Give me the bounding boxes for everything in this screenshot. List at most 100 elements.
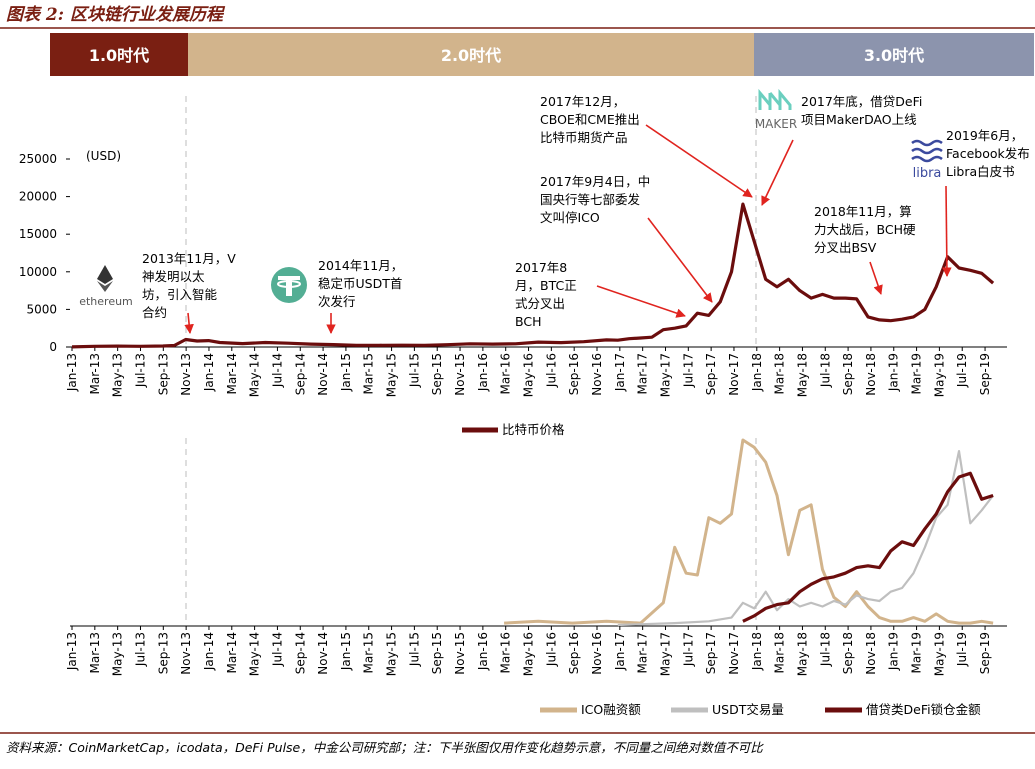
ico-funding-line <box>504 438 994 625</box>
x-tick-label: Jul-17 <box>681 353 695 388</box>
x-tick-label: Jan-16 <box>476 632 490 671</box>
x-tick-label: Mar-16 <box>499 632 513 673</box>
y-tick-label: 15000 <box>19 227 57 241</box>
arrow-bsv <box>869 261 883 295</box>
x-tick-label: Nov-18 <box>864 632 878 675</box>
era-1-label: 1.0时代 <box>89 46 149 65</box>
x-tick-label: May-14 <box>248 632 262 676</box>
x-tick-label: Sep-16 <box>567 632 581 674</box>
x-tick-label: Jan-17 <box>613 632 627 671</box>
top-legend: 比特币价格 <box>462 422 565 437</box>
x-tick-label: Jul-14 <box>270 353 284 388</box>
x-tick-label: Jan-14 <box>202 632 216 671</box>
libra-logo-text: libra <box>913 166 942 181</box>
x-tick-label: Jul-16 <box>544 632 558 667</box>
x-tick-label: Jul-19 <box>955 353 969 388</box>
x-tick-label: Sep-15 <box>430 632 444 674</box>
x-tick-label: Jan-18 <box>750 353 764 392</box>
x-tick-label: Jan-14 <box>202 353 216 392</box>
arrow-ethereum <box>184 312 194 334</box>
x-tick-label: Jul-17 <box>681 632 695 667</box>
x-tick-label: Sep-16 <box>567 353 581 395</box>
x-tick-label: Nov-15 <box>453 632 467 675</box>
x-tick-label: Mar-19 <box>910 353 924 394</box>
x-tick-label: Jan-18 <box>750 632 764 671</box>
x-tick-label: Jan-19 <box>887 353 901 392</box>
era-3-block <box>754 33 1034 76</box>
defi-locked-line <box>742 471 994 623</box>
tether-logo <box>271 267 307 303</box>
x-tick-label: May-19 <box>932 353 946 397</box>
btc-price-line <box>71 202 995 349</box>
x-tick-label: May-17 <box>658 353 672 397</box>
x-tick-label: Mar-17 <box>636 632 650 673</box>
legend-btc-label: 比特币价格 <box>502 422 565 437</box>
x-tick-label: Jan-13 <box>65 353 79 392</box>
annotation-makerdao: 2017年底，借贷DeFi 项目MakerDAO上线 <box>801 94 922 127</box>
x-tick-label: May-13 <box>111 632 125 676</box>
arrow-makerdao <box>761 139 794 206</box>
usdt-volume-line <box>617 450 994 627</box>
x-tick-label: Nov-15 <box>453 353 467 396</box>
x-tick-label: Sep-19 <box>978 632 992 674</box>
era-3-label: 3.0时代 <box>864 46 924 65</box>
x-tick-label: May-13 <box>111 353 125 397</box>
era-1-block <box>50 33 188 76</box>
x-tick-label: Mar-15 <box>362 353 376 394</box>
x-tick-label: Jul-19 <box>955 632 969 667</box>
x-tick-label: May-18 <box>795 632 809 676</box>
ethereum-logo: ethereum <box>79 265 133 308</box>
x-tick-label: Jul-18 <box>818 353 832 388</box>
y-tick-label: 25000 <box>19 152 57 166</box>
x-tick-label: Jul-14 <box>270 632 284 667</box>
x-tick-label: Jan-17 <box>613 353 627 392</box>
x-tick-label: Mar-17 <box>636 353 650 394</box>
x-tick-label: Sep-14 <box>293 632 307 674</box>
x-tick-label: Nov-13 <box>179 632 193 675</box>
x-tick-label: May-16 <box>522 632 536 676</box>
arrow-ico-ban <box>647 217 713 303</box>
x-tick-label: May-15 <box>385 632 399 676</box>
x-tick-label: Jan-19 <box>887 632 901 671</box>
x-tick-label: May-14 <box>248 353 262 397</box>
price-chart: (USD) 0 5000 10000 15000 20000 25000 Jan-13 Ma… <box>19 149 1007 397</box>
x-tick-label: Jul-13 <box>133 632 147 667</box>
x-tick-label: Nov-14 <box>316 353 330 396</box>
x-tick-label: Jul-15 <box>407 353 421 388</box>
maker-logo-text: MAKER <box>755 117 797 131</box>
x-tick-label: Mar-14 <box>225 353 239 394</box>
era-2-label: 2.0时代 <box>441 46 501 65</box>
annotation-libra: 2019年6月， Facebook发布 Libra白皮书 <box>946 128 1030 179</box>
x-tick-label: Mar-18 <box>773 632 787 673</box>
x-tick-label: Mar-16 <box>499 353 513 394</box>
legend-ico-label: ICO融资额 <box>581 702 641 717</box>
x-tick-label: Jul-13 <box>133 353 147 388</box>
y-tick-label: 10000 <box>19 265 57 279</box>
source-note: 资料来源：CoinMarketCap，icodata，DeFi Pulse，中金… <box>6 740 764 755</box>
x-tick-label: Nov-18 <box>864 353 878 396</box>
legend-usdt-label: USDT交易量 <box>712 702 784 717</box>
x-tick-label: Sep-18 <box>841 632 855 674</box>
x-tick-label: Jan-13 <box>65 632 79 671</box>
bottom-legend: ICO融资额 USDT交易量 借贷类DeFi锁仓金额 <box>540 702 981 717</box>
trend-chart: Jan-13 Mar-13 May-13 Jul-13 Sep-13 Nov-13 Jan-… <box>65 438 1007 676</box>
x-tick-label: Mar-13 <box>88 353 102 394</box>
annotation-arrows <box>184 124 952 334</box>
x-tick-label: Sep-18 <box>841 353 855 395</box>
x-tick-label: Sep-17 <box>704 353 718 395</box>
x-tick-label: Nov-16 <box>590 353 604 396</box>
annotation-usdt: 2014年11月，稳定币USDT首次发行 <box>318 258 403 309</box>
annotation-ethereum: 2013年11月，V 神发明以太坊，引入智能合约 <box>142 251 236 320</box>
x-tick-label: Sep-13 <box>156 353 170 395</box>
era-2-block <box>188 33 754 76</box>
arrow-bch <box>596 285 686 318</box>
top-y-ticks: 0 5000 10000 15000 20000 25000 <box>19 152 70 354</box>
top-x-ticks: Jan-13 Mar-13 May-13 Jul-13 Sep-13 Nov-13 Jan-… <box>65 347 992 397</box>
era-banner: 1.0时代 2.0时代 3.0时代 <box>50 33 1034 76</box>
figure-title: 图表 2: 区块链行业发展历程 <box>6 5 226 25</box>
x-tick-label: May-19 <box>932 632 946 676</box>
bottom-series <box>504 438 994 627</box>
y-tick-label: 5000 <box>26 302 57 316</box>
x-tick-label: Sep-19 <box>978 353 992 395</box>
